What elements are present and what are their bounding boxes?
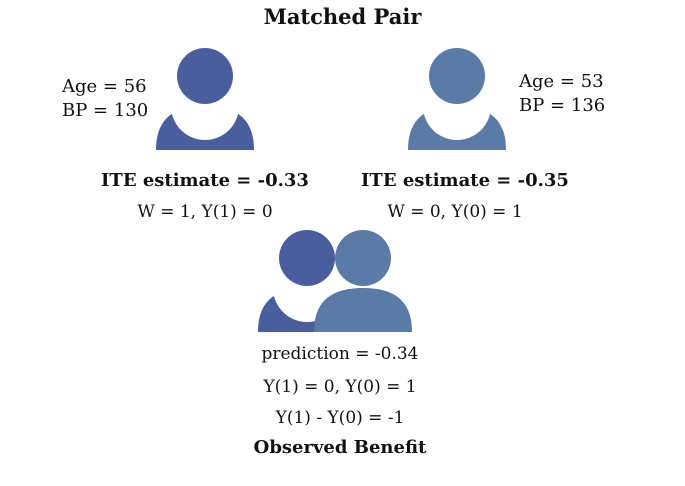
pair-difference: Y(1) - Y(0) = -1 [275,408,405,428]
patient-a-ite: ITE estimate = -0.33 [101,170,309,191]
patient-b-ite: ITE estimate = -0.35 [361,170,569,191]
pair-prediction: prediction = -0.34 [261,344,419,364]
patient-b-head [429,48,485,104]
patient-b-outcome: W = 0, Y(0) = 1 [387,202,523,222]
patient-a-person-icon [156,48,254,150]
diagram-title: Matched Pair [263,4,422,29]
patient-b-person-icon [408,48,506,150]
pair-control-person [314,230,412,332]
patient-a-age: Age = 56 [62,76,147,97]
patient-b-bp: BP = 136 [519,95,606,116]
patient-a-bp: BP = 130 [62,100,149,121]
patient-a-head [177,48,233,104]
patient-a-outcome: W = 1, Y(1) = 0 [137,202,273,222]
pair-outcomes: Y(1) = 0, Y(0) = 1 [263,377,417,397]
patient-b-age: Age = 53 [519,71,604,92]
pair-observed-benefit: Observed Benefit [253,437,427,458]
matched-pair-icon [258,230,412,332]
